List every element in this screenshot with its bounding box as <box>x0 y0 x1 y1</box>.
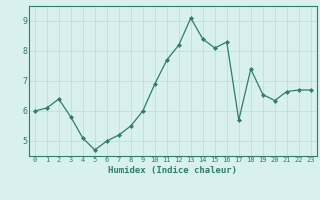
X-axis label: Humidex (Indice chaleur): Humidex (Indice chaleur) <box>108 166 237 175</box>
